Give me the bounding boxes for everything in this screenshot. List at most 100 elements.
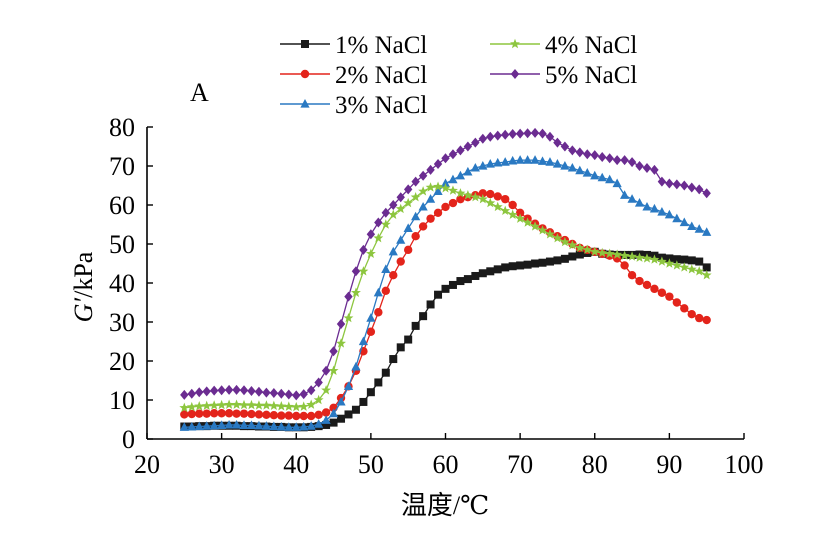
data-point [321, 408, 331, 417]
data-point [292, 390, 301, 401]
data-point [276, 401, 287, 411]
data-point [299, 421, 309, 431]
data-point [560, 254, 569, 263]
data-point [381, 207, 390, 218]
data-point [269, 411, 279, 420]
data-point [239, 420, 249, 429]
data-point [657, 207, 667, 216]
data-point [239, 409, 249, 418]
data-point [553, 256, 562, 265]
data-point [329, 418, 338, 427]
series-line [184, 159, 707, 428]
series-5 [180, 127, 711, 401]
y-tick-label: 40 [109, 269, 135, 298]
data-point [283, 401, 294, 411]
x-tick-label: 60 [433, 450, 459, 479]
data-point [351, 287, 361, 297]
data-point [433, 186, 443, 195]
data-point [299, 411, 308, 421]
data-point [299, 389, 308, 400]
data-point [590, 150, 599, 161]
data-point [202, 409, 211, 418]
data-point [508, 200, 517, 210]
data-point [201, 400, 212, 411]
legend-item: 4% NaCl [490, 32, 637, 59]
data-point [559, 236, 570, 247]
data-point [276, 421, 286, 431]
data-point [411, 321, 420, 330]
data-point [545, 157, 555, 166]
data-point [254, 386, 264, 397]
data-point [344, 291, 353, 302]
data-point [664, 209, 674, 219]
data-point [336, 338, 346, 348]
data-point [590, 170, 600, 180]
data-point [194, 421, 204, 431]
data-point [649, 254, 660, 264]
data-point [262, 387, 271, 398]
data-point [597, 172, 607, 182]
legend-marker [301, 40, 309, 48]
data-point [306, 411, 316, 421]
data-point [501, 194, 510, 204]
data-point [388, 246, 398, 256]
legend-item: 2% NaCl [280, 62, 427, 89]
data-point [374, 308, 383, 317]
y-tick-label: 60 [109, 191, 135, 220]
data-point [515, 155, 525, 164]
legend-label: 1% NaCl [335, 32, 427, 59]
data-point [634, 252, 645, 262]
data-point [455, 170, 466, 180]
data-point [515, 128, 525, 139]
data-point [620, 155, 629, 166]
data-point [380, 219, 391, 229]
data-point [515, 213, 526, 223]
data-point [403, 197, 414, 208]
data-point [396, 235, 406, 244]
legend-item: 5% NaCl [490, 62, 637, 89]
series-4 [179, 181, 712, 413]
data-point [485, 159, 495, 168]
data-point [343, 312, 354, 323]
data-point [612, 178, 622, 188]
data-point [411, 176, 420, 187]
data-point [462, 190, 473, 200]
x-tick-label: 90 [656, 450, 682, 479]
data-point [395, 203, 406, 214]
data-point [195, 409, 204, 418]
data-point [389, 200, 398, 210]
data-point [463, 166, 473, 176]
y-axis-title-symbol: G′ [69, 298, 98, 323]
data-point [627, 271, 637, 280]
data-point [329, 346, 338, 357]
series-line [184, 192, 707, 417]
data-point [493, 157, 503, 167]
data-point [366, 313, 376, 322]
data-point [217, 420, 227, 429]
data-point [441, 284, 450, 293]
data-point [306, 399, 317, 409]
data-point [194, 401, 205, 411]
data-point [195, 387, 204, 398]
data-point [284, 422, 294, 431]
y-axis-title-unit: /kPa [69, 251, 98, 298]
data-point [508, 155, 518, 165]
data-point [381, 286, 390, 295]
legend-label: 5% NaCl [545, 62, 637, 89]
data-point [456, 194, 465, 204]
data-point [277, 411, 286, 420]
data-point [410, 192, 421, 202]
data-point [605, 174, 615, 184]
data-point [671, 260, 682, 270]
data-point [411, 232, 420, 241]
data-point [187, 388, 196, 399]
data-point [224, 399, 235, 409]
data-point [686, 264, 697, 274]
data-point [523, 260, 532, 269]
data-point [471, 137, 480, 148]
data-point [687, 310, 696, 319]
data-point [277, 388, 286, 399]
data-point [179, 402, 190, 413]
data-point [306, 385, 316, 396]
data-point [418, 186, 429, 196]
